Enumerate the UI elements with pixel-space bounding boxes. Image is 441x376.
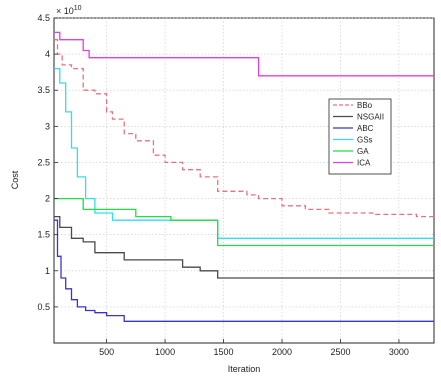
y-tick-label: 3.5: [37, 85, 50, 95]
legend-label-ica: ICA: [357, 159, 371, 168]
legend-label-ga: GA: [357, 147, 369, 156]
legend-label-gss: GSs: [357, 136, 373, 145]
legend-label-abc: ABC: [357, 124, 374, 133]
y-exponent-power: 10: [74, 5, 82, 12]
grid: [54, 17, 434, 343]
y-tick-label: 2: [45, 194, 50, 204]
x-tick-label: 1000: [155, 347, 175, 357]
ticks: 500 1000 1500 2000 2500 3000 0.5 1 1.5 2 2.5 3 3.5 4 4…: [37, 13, 408, 357]
y-tick-label: 4.5: [37, 13, 50, 23]
plot-area: [53, 17, 435, 344]
x-tick-label: 2500: [330, 347, 350, 357]
y-tick-label: 0.5: [37, 302, 50, 312]
series-line-nsgaii: [54, 215, 434, 279]
legend-label-nsgaii: NSGAII: [357, 113, 384, 122]
series-group: [54, 31, 434, 322]
x-tick-label: 1500: [214, 347, 234, 357]
y-tick-label: 1.5: [37, 230, 50, 240]
y-tick-label: 4: [45, 49, 50, 59]
series-line-ica: [54, 31, 434, 77]
x-tick-label: 2000: [272, 347, 292, 357]
legend: BBo NSGAII ABC GSs GA ICA: [328, 98, 392, 175]
x-tick-label: 500: [99, 347, 114, 357]
y-tick-label: 2.5: [37, 157, 50, 167]
x-axis-label: Iteration: [228, 364, 261, 374]
y-tick-label: 3: [45, 121, 50, 131]
legend-box: [328, 98, 392, 175]
y-tick-label: 1: [45, 266, 50, 276]
series-line-ga: [54, 197, 434, 247]
x-tick-label: 3000: [389, 347, 409, 357]
series-line-abc: [54, 219, 434, 322]
y-axis-label: Cost: [10, 170, 20, 189]
y-exponent-base: × 10: [56, 6, 74, 16]
series-line-bbo: [54, 39, 434, 218]
legend-label-bbo: BBo: [357, 101, 373, 110]
y-exponent-label: × 1010: [56, 5, 82, 16]
